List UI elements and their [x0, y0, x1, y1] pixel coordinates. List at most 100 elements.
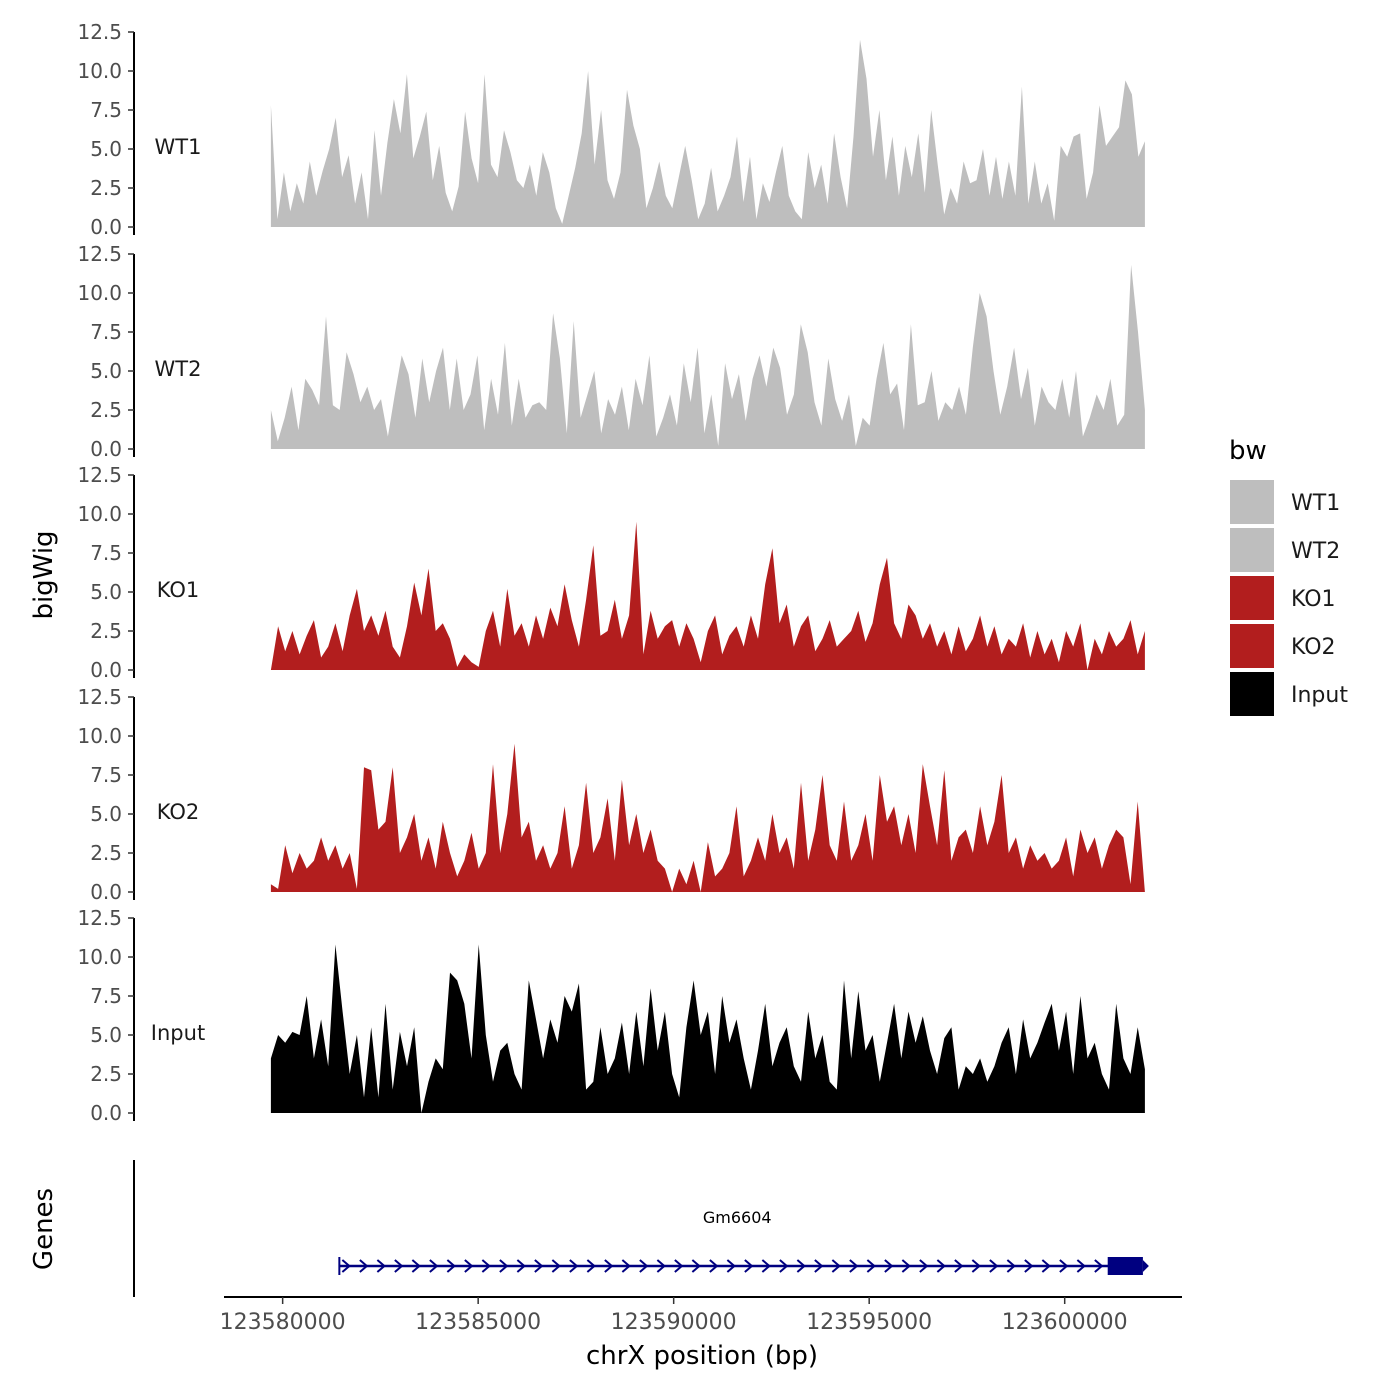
y-tick-label: 12.5 [77, 463, 122, 487]
y-tick-label: 7.5 [90, 541, 122, 565]
strand-arrow [1059, 1259, 1069, 1273]
y-tick-label: 10.0 [77, 59, 122, 83]
strand-arrow [814, 1259, 824, 1273]
y-tick-label: 5.0 [90, 580, 122, 604]
y-tick-label: 5.0 [90, 1023, 122, 1047]
legend-swatch [1230, 672, 1274, 716]
strand-arrow [551, 1259, 561, 1273]
legend: bw WT1 WT2 KO1 KO2 Input [1229, 436, 1348, 716]
track-label: Input [151, 1021, 205, 1045]
y-tick-label: 5.0 [90, 802, 122, 826]
strand-arrow [901, 1259, 911, 1273]
track-input: 0.0 2.5 5.0 7.5 10.0 12.5 Input [77, 906, 1145, 1125]
y-tick-label: 7.5 [90, 320, 122, 344]
track-label: KO1 [157, 578, 200, 602]
x-tick-label: 123580000 [220, 1310, 346, 1335]
strand-arrow [411, 1259, 421, 1273]
legend-item-wt2: WT2 [1230, 528, 1340, 572]
gene-exon [1107, 1257, 1143, 1275]
track-ko2: 0.0 2.5 5.0 7.5 10.0 12.5 KO2 [77, 685, 1145, 904]
y-tick-label: 2.5 [90, 619, 122, 643]
legend-label: WT1 [1291, 491, 1340, 516]
strand-arrow [656, 1259, 666, 1273]
legend-item-wt1: WT1 [1230, 480, 1340, 524]
strand-arrow [831, 1259, 841, 1273]
legend-swatch [1230, 480, 1274, 524]
y-tick-label: 10.0 [77, 945, 122, 969]
y-tick-label: 12.5 [77, 906, 122, 930]
y-tick-label: 0.0 [90, 658, 122, 682]
strand-arrow [849, 1259, 859, 1273]
strand-arrow [919, 1259, 929, 1273]
gene-end-arrow [1142, 1260, 1149, 1272]
strand-arrow [989, 1259, 999, 1273]
strand-arrow [1076, 1259, 1086, 1273]
strand-arrow [499, 1259, 509, 1273]
strand-arrow [761, 1259, 771, 1273]
y-tick-label: 0.0 [90, 437, 122, 461]
genes-axis-title: Genes [29, 1188, 59, 1270]
y-tick-label: 7.5 [90, 98, 122, 122]
x-tick-label: 123600000 [1002, 1310, 1128, 1335]
track-label: WT1 [155, 135, 202, 159]
strand-arrow [971, 1259, 981, 1273]
y-tick-label: 0.0 [90, 1101, 122, 1125]
y-tick-label: 2.5 [90, 1062, 122, 1086]
strand-arrow [359, 1259, 369, 1273]
coverage-area-ko2 [270, 743, 1145, 892]
legend-swatch [1230, 624, 1274, 668]
x-axis: 123580000 123585000 123590000 123595000 1236… [220, 1296, 1182, 1335]
gene-name-label: Gm6604 [703, 1208, 772, 1227]
y-tick-label: 7.5 [90, 984, 122, 1008]
y-tick-label: 5.0 [90, 359, 122, 383]
strand-arrow [534, 1259, 544, 1273]
legend-title: bw [1229, 436, 1267, 466]
strand-arrow [744, 1259, 754, 1273]
strand-arrow [796, 1259, 806, 1273]
y-tick-label: 0.0 [90, 880, 122, 904]
y-tick-label: 10.0 [77, 724, 122, 748]
legend-label: Input [1291, 683, 1348, 708]
strand-arrow [1094, 1259, 1104, 1273]
strand-arrow [569, 1259, 579, 1273]
y-tick-label: 10.0 [77, 502, 122, 526]
strand-arrow [866, 1259, 876, 1273]
legend-swatch [1230, 576, 1274, 620]
y-tick-label: 12.5 [77, 685, 122, 709]
strand-arrow [394, 1259, 404, 1273]
y-tick-label: 12.5 [77, 242, 122, 266]
coverage-area-wt2 [270, 264, 1145, 449]
strand-arrow [1041, 1259, 1051, 1273]
x-tick-label: 123595000 [806, 1310, 932, 1335]
y-tick-label: 2.5 [90, 841, 122, 865]
legend-swatch [1230, 528, 1274, 572]
coverage-tracks: 0.0 2.5 5.0 7.5 10.0 12.5 WT1 0.0 2.5 5.0 7.5 10.0 1… [77, 20, 1145, 1125]
track-wt1: 0.0 2.5 5.0 7.5 10.0 12.5 WT1 [77, 20, 1145, 239]
x-tick-label: 123590000 [611, 1310, 737, 1335]
gene-panel: Gm6604 [133, 1160, 1149, 1297]
legend-item-ko1: KO1 [1230, 576, 1336, 620]
strand-arrow [586, 1259, 596, 1273]
strand-arrow [884, 1259, 894, 1273]
strand-arrow [516, 1259, 526, 1273]
strand-arrow [464, 1259, 474, 1273]
track-label: WT2 [155, 357, 202, 381]
track-wt2: 0.0 2.5 5.0 7.5 10.0 12.5 WT2 [77, 242, 1145, 461]
legend-label: KO2 [1291, 635, 1336, 660]
x-axis-title: chrX position (bp) [586, 1341, 818, 1371]
legend-item-ko2: KO2 [1230, 624, 1336, 668]
strand-arrow [726, 1259, 736, 1273]
strand-arrow [639, 1259, 649, 1273]
y-tick-label: 12.5 [77, 20, 122, 44]
strand-arrow [341, 1259, 351, 1273]
strand-arrow [936, 1259, 946, 1273]
y-tick-label: 2.5 [90, 176, 122, 200]
coverage-area-input [270, 944, 1145, 1113]
x-tick-label: 123585000 [415, 1310, 541, 1335]
strand-arrow [481, 1259, 491, 1273]
legend-label: KO1 [1291, 587, 1336, 612]
y-tick-label: 5.0 [90, 137, 122, 161]
coverage-area-wt1 [270, 39, 1145, 227]
y-axis-title: bigWig [29, 530, 59, 619]
